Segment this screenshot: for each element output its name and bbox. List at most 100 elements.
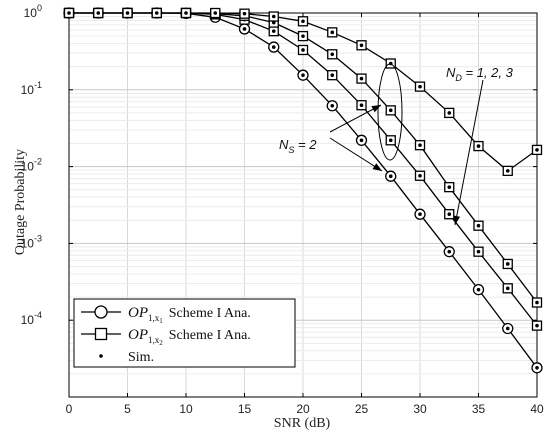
- sim-dot: [476, 223, 481, 228]
- sim-dot: [301, 19, 305, 24]
- sim-dot: [535, 148, 539, 152]
- sim-dot: [388, 108, 393, 113]
- ns-label: NS = 2: [279, 137, 317, 155]
- sim-dot: [447, 111, 452, 115]
- sim-dot: [418, 84, 422, 89]
- ns-arrow-head: [371, 105, 381, 113]
- x-tick-label: 10: [179, 402, 193, 416]
- sim-dot: [301, 34, 305, 38]
- sim-dot: [476, 287, 481, 292]
- x-tick-label: 5: [124, 402, 131, 416]
- ns-label-base: N: [279, 137, 289, 152]
- sim-dot: [388, 174, 393, 178]
- y-tick-label: 10-1: [21, 80, 42, 97]
- sim-dot: [359, 138, 364, 143]
- nd-label: ND = 1, 2, 3: [446, 65, 514, 83]
- legend-label: OP1,x2 Scheme I Ana.: [128, 327, 251, 347]
- sim-dot: [476, 249, 481, 254]
- x-tick-label: 40: [530, 402, 544, 416]
- ns-arrow: [329, 137, 383, 172]
- legend: OP1,x1 Scheme I Ana.OP1,x2 Scheme I Ana.Si…: [73, 298, 296, 368]
- legend-dot-marker: [99, 354, 103, 358]
- ns-arrow-head: [372, 163, 382, 171]
- ns-label-sub: S: [288, 145, 294, 155]
- sim-dot: [535, 323, 539, 328]
- y-tick-exponent: -3: [34, 233, 42, 243]
- legend-sub: 1,x: [148, 335, 160, 345]
- sim-dot: [505, 326, 510, 331]
- nd-label-sub: D: [455, 73, 462, 83]
- sim-dot: [271, 20, 276, 25]
- sim-dot: [418, 173, 422, 178]
- legend-text-rest: Scheme I Ana.: [169, 328, 251, 343]
- sim-dot: [301, 48, 305, 52]
- sim-dot: [359, 103, 364, 108]
- sim-dot: [388, 138, 393, 143]
- sim-dot: [418, 212, 422, 216]
- sim-dot: [271, 29, 276, 33]
- y-tick-exponent: -4: [34, 310, 42, 320]
- series-4: [63, 7, 543, 177]
- y-tick-exponent: -1: [34, 80, 42, 90]
- legend-sub: 1,x: [148, 313, 160, 323]
- sim-dot: [242, 27, 247, 31]
- sim-dot: [213, 11, 218, 15]
- annotation-layer: ND = 1, 2, 3NS = 2: [279, 63, 514, 226]
- x-tick-label: 15: [238, 402, 252, 416]
- sim-dot: [330, 103, 335, 108]
- legend-math: OP: [128, 305, 148, 321]
- group-ellipse: [377, 63, 403, 161]
- x-tick-label: 35: [472, 402, 486, 416]
- sim-dot: [447, 185, 452, 189]
- ns-label-rest: = 2: [294, 137, 317, 152]
- legend-subsub: 1: [159, 317, 163, 325]
- y-tick-label: 10-4: [21, 310, 42, 327]
- sim-dot: [447, 212, 452, 216]
- x-tick-label: 20: [296, 402, 310, 416]
- sim-dot: [242, 11, 247, 16]
- sim-dot: [96, 11, 101, 15]
- sim-dot: [505, 169, 510, 173]
- legend-box: [73, 298, 296, 368]
- sim-dot: [535, 365, 539, 370]
- sim-dot: [505, 286, 510, 291]
- ns-arrow: [329, 104, 382, 133]
- legend-label: OP1,x1 Scheme I Ana.: [128, 305, 251, 325]
- x-tick-label: 30: [413, 402, 427, 416]
- sim-dot: [271, 14, 276, 19]
- sim-dot: [359, 76, 364, 81]
- legend-square-marker: [94, 327, 108, 341]
- sim-dot: [330, 52, 335, 57]
- sim-dot: [67, 11, 71, 15]
- sim-dot: [330, 73, 335, 77]
- sim-dot: [476, 144, 481, 148]
- sim-dot: [535, 300, 539, 305]
- x-tick-label: 0: [66, 402, 73, 416]
- sim-dot: [154, 11, 159, 15]
- sim-dot: [330, 30, 335, 35]
- sim-dot: [271, 45, 276, 49]
- sim-dot: [447, 249, 452, 254]
- legend-subsub: 2: [159, 339, 163, 347]
- sim-dot: [359, 43, 364, 48]
- sim-dot: [301, 73, 305, 77]
- sim-dot: [505, 262, 510, 266]
- nd-arrow-head: [453, 215, 461, 225]
- y-tick-exponent: -2: [34, 157, 42, 167]
- nd-label-rest: = 1, 2, 3: [462, 65, 514, 80]
- nd-label-base: N: [446, 65, 456, 80]
- legend-label: Sim.: [128, 350, 154, 365]
- x-axis-label: SNR (dB): [274, 416, 331, 431]
- y-tick-label: 100: [24, 3, 42, 20]
- y-axis-label: Outage Probability: [13, 149, 28, 255]
- sim-dot: [125, 11, 130, 15]
- legend-circle-marker: [94, 305, 108, 319]
- x-tick-label: 25: [355, 402, 369, 416]
- legend-text-rest: Scheme I Ana.: [169, 306, 251, 321]
- sim-dot: [418, 143, 422, 147]
- legend-math: OP: [128, 327, 148, 343]
- sim-dot: [184, 11, 188, 15]
- y-tick-exponent: 0: [37, 3, 42, 13]
- series-layer: [63, 7, 543, 374]
